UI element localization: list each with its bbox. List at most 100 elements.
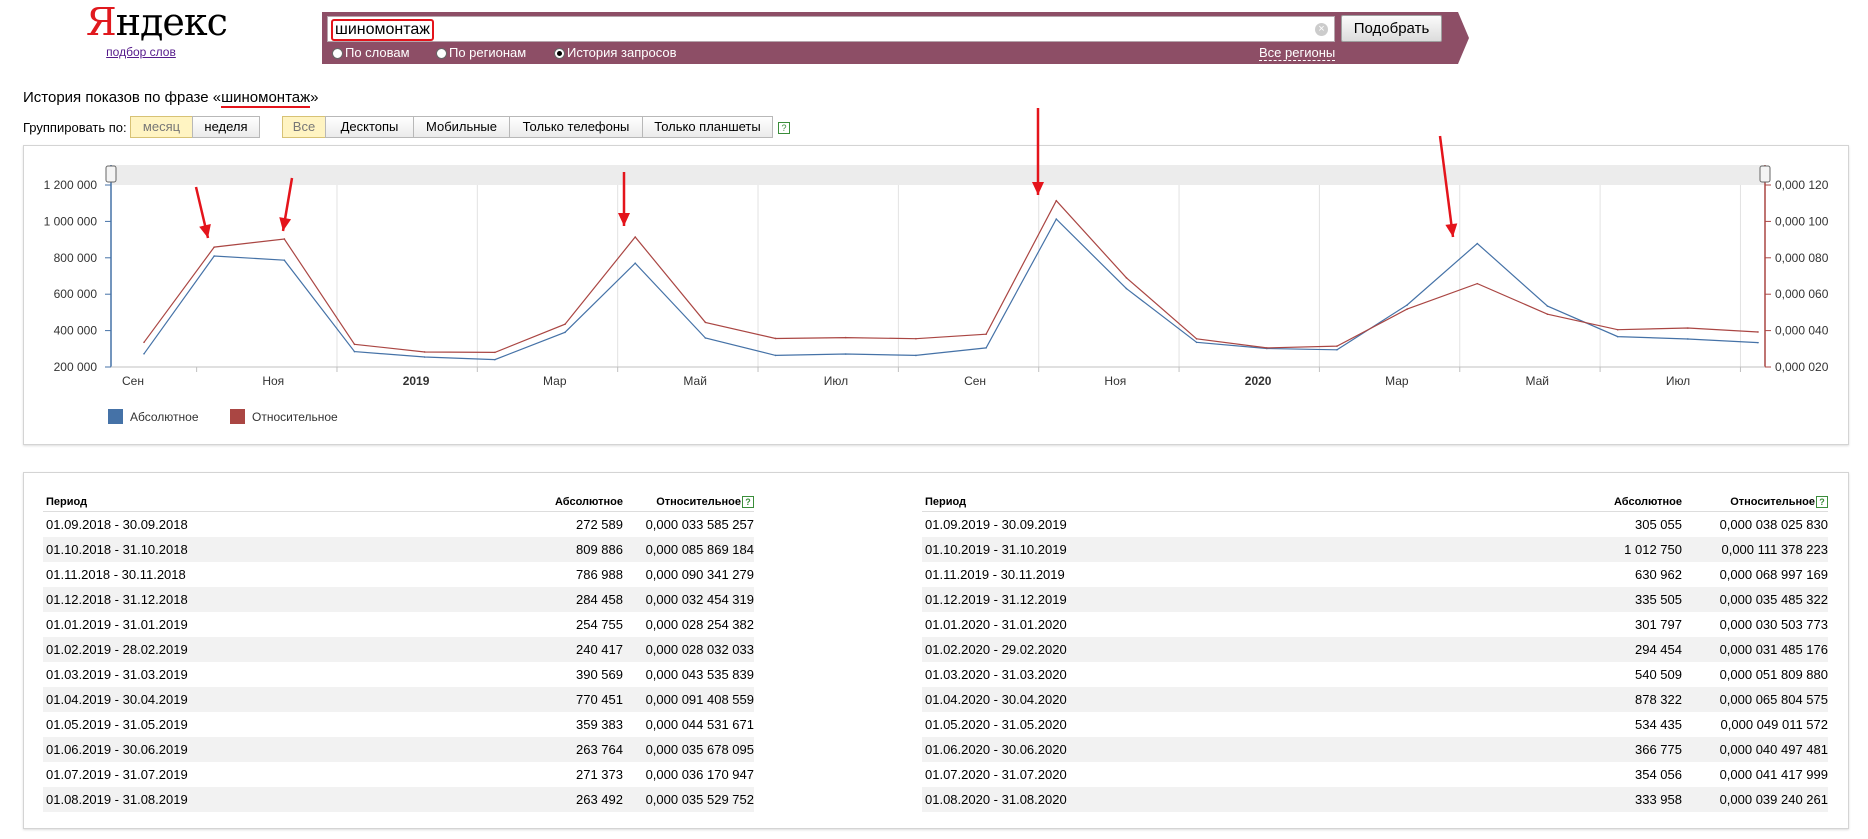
x-tick-label: Ноя (1104, 374, 1126, 388)
x-tick-label: Мар (1385, 374, 1409, 388)
period-cell: 01.08.2020 - 31.08.2020 (922, 787, 1522, 812)
period-cell: 01.10.2019 - 31.10.2019 (922, 537, 1522, 562)
table-row: 01.05.2020 - 31.05.2020 534 435 0,000 049 … (922, 712, 1828, 737)
device-all-button[interactable]: Все (282, 116, 326, 138)
data-point (1687, 327, 1689, 329)
relative-cell: 0,000 040 497 481 (1682, 737, 1828, 762)
table-row: 01.09.2019 - 30.09.2019 305 055 0,000 038 … (922, 512, 1828, 538)
period-cell: 01.02.2019 - 28.02.2019 (43, 637, 523, 662)
radio-by-words[interactable]: По словам (332, 45, 410, 60)
legend-swatch (230, 409, 245, 424)
navigator-right-handle-icon[interactable] (1759, 165, 1771, 183)
data-point (1336, 349, 1338, 351)
group-month-button[interactable]: месяц (130, 116, 193, 138)
absolute-cell: 335 505 (1522, 587, 1682, 612)
table-row: 01.04.2019 - 30.04.2019 770 451 0,000 091 … (43, 687, 754, 712)
absolute-cell: 254 755 (576, 617, 623, 632)
period-cell: 01.02.2020 - 29.02.2020 (922, 637, 1522, 662)
data-point (1125, 277, 1128, 279)
legend-label: Относительное (252, 410, 338, 424)
data-point (1406, 308, 1408, 310)
data-point (1687, 338, 1689, 340)
data-point (353, 350, 356, 353)
absolute-cell: 294 454 (1522, 637, 1682, 662)
search-input[interactable]: шиномонтаж × (327, 16, 1335, 42)
period-cell: 01.12.2019 - 31.12.2019 (922, 587, 1522, 612)
data-point (1195, 338, 1198, 340)
group-week-button[interactable]: неделя (192, 116, 260, 138)
absolute-cell: 534 435 (1635, 717, 1682, 732)
yandex-logo[interactable]: Яндекс подбор слов (86, 0, 228, 59)
help-icon[interactable]: ? (778, 122, 790, 134)
relative-cell: 0,000 051 809 880 (1719, 667, 1828, 682)
period-cell: 01.04.2020 - 30.04.2020 (922, 687, 1522, 712)
data-point (985, 347, 987, 349)
data-point (353, 343, 356, 346)
absolute-cell: 770 451 (523, 687, 623, 712)
data-point (1757, 341, 1759, 344)
x-tick-label: Мар (543, 374, 567, 388)
y-left-tick-label: 600 000 (54, 287, 98, 301)
clear-icon[interactable]: × (1315, 23, 1328, 36)
history-table-right: Период Абсолютное Относительное? 01.09.2… (922, 492, 1828, 812)
table-row: 01.01.2020 - 31.01.2020 301 797 0,000 030 … (922, 612, 1828, 637)
phrase-link[interactable]: шиномонтаж (221, 89, 311, 108)
absolute-cell: 263 492 (523, 787, 623, 812)
radio-by-regions[interactable]: По регионам (436, 45, 526, 60)
period-cell: 01.06.2020 - 30.06.2020 (922, 737, 1522, 762)
series-line-absolute (143, 218, 1759, 361)
series-line-relative (143, 199, 1759, 354)
period-cell: 01.10.2018 - 31.10.2018 (43, 537, 523, 562)
period-cell: 01.11.2018 - 30.11.2018 (46, 567, 186, 582)
wordstat-link[interactable]: подбор слов (106, 45, 176, 59)
absolute-cell: 390 569 (576, 667, 623, 682)
data-point (1336, 345, 1338, 347)
relative-cell: 0,000 028 254 382 (645, 617, 754, 632)
col-period: Период (922, 492, 1522, 512)
col-absolute: Абсолютное (1522, 492, 1682, 512)
relative-cell: 0,000 049 011 572 (1720, 717, 1828, 732)
col-period: Период (43, 492, 523, 512)
table-panel (23, 472, 1849, 829)
period-cell: 01.03.2019 - 31.03.2019 (46, 667, 188, 682)
y-left-tick-label: 400 000 (54, 324, 98, 338)
relative-cell: 0,000 041 417 999 (1719, 767, 1828, 782)
period-cell: 01.01.2020 - 31.01.2020 (925, 617, 1067, 632)
device-phones-button[interactable]: Только телефоны (509, 116, 643, 138)
page-title: История показов по фразе «шиномонтаж» (23, 89, 319, 108)
legend-swatch (108, 409, 123, 424)
period-cell: 01.12.2018 - 31.12.2018 (43, 587, 523, 612)
help-icon[interactable]: ? (1816, 495, 1828, 508)
period-cell: 01.04.2019 - 30.04.2019 (43, 687, 523, 712)
annotation-arrowhead-icon (199, 223, 211, 238)
data-point (634, 236, 637, 238)
annotation-arrowhead-icon (618, 213, 630, 226)
relative-cell: 0,000 038 025 830 (1719, 517, 1828, 532)
search-input-value: шиномонтаж (331, 19, 434, 41)
data-point (143, 352, 145, 355)
help-icon[interactable]: ? (742, 495, 754, 508)
absolute-cell: 263 764 (523, 737, 623, 762)
table-row: 01.10.2018 - 31.10.2018 809 886 0,000 085 … (43, 537, 754, 562)
relative-cell: 0,000 043 535 839 (645, 667, 754, 682)
table-row: 01.11.2019 - 30.11.2019 630 962 0,000 068 … (922, 562, 1828, 587)
device-tablets-button[interactable]: Только планшеты (642, 116, 773, 138)
relative-cell: 0,000 035 529 752 (623, 787, 754, 812)
relative-cell: 0,000 091 408 559 (623, 687, 754, 712)
x-tick-label: 2020 (1245, 374, 1272, 388)
navigator-left-handle-icon[interactable] (105, 165, 117, 183)
group-by-label: Группировать по: (23, 120, 127, 135)
radio-dot-selected-icon (554, 48, 565, 59)
search-button[interactable]: Подобрать (1341, 15, 1442, 42)
data-point (1055, 218, 1058, 220)
absolute-cell: 305 055 (1635, 517, 1682, 532)
table-row: 01.02.2020 - 29.02.2020 294 454 0,000 031 … (922, 637, 1828, 662)
all-regions-link[interactable]: Все регионы (1259, 45, 1336, 61)
period-cell: 01.05.2019 - 31.05.2019 (46, 717, 188, 732)
col-relative: Относительное? (1682, 492, 1828, 512)
data-point (1546, 305, 1549, 307)
radio-history[interactable]: История запросов (554, 45, 677, 60)
data-point (1546, 313, 1549, 315)
x-tick-label: Июл (1666, 374, 1690, 388)
data-point (213, 246, 215, 248)
